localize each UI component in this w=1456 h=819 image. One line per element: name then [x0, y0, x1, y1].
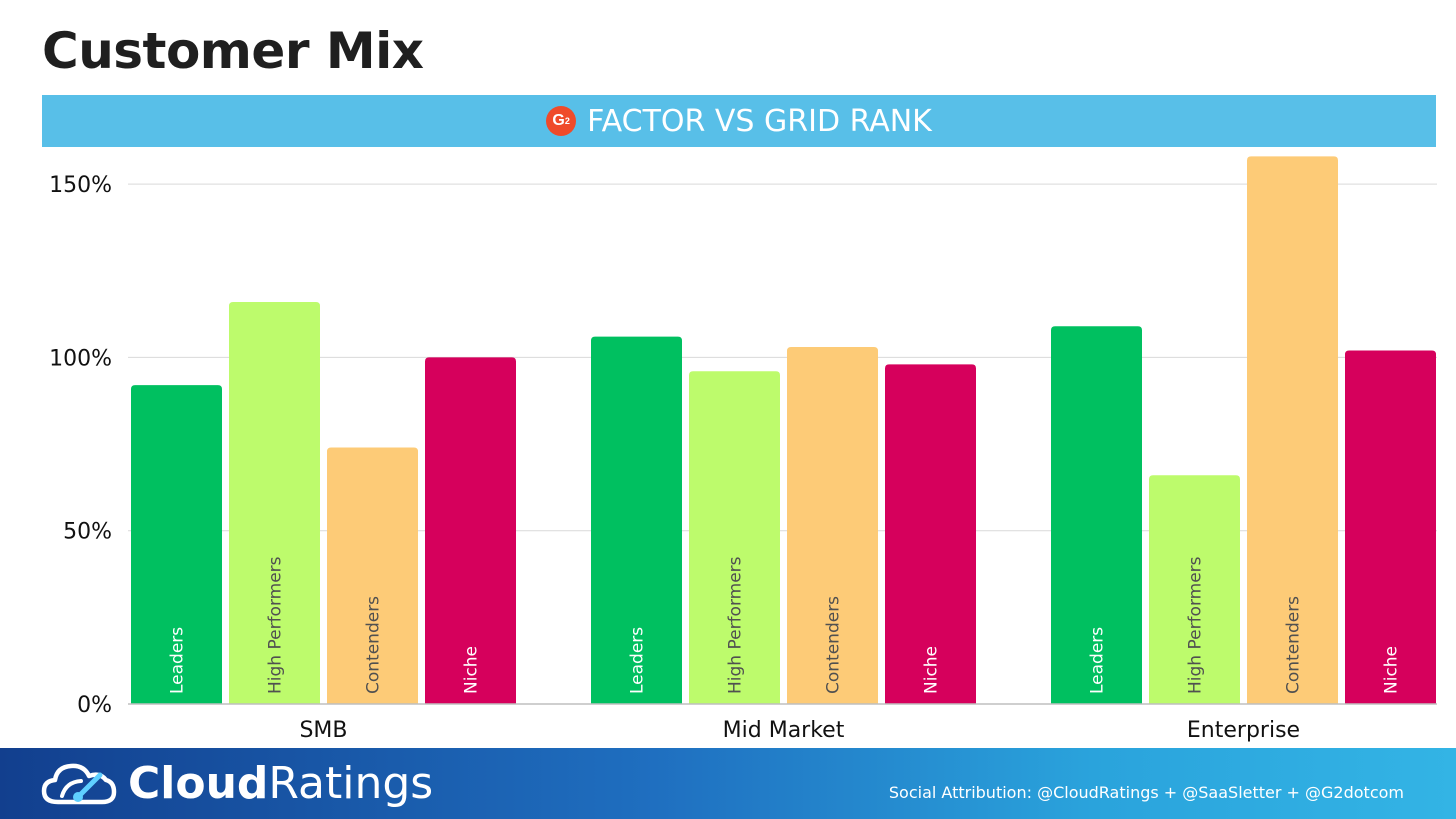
- bar: [689, 371, 780, 704]
- chart-title: FACTOR VS GRID RANK: [587, 103, 932, 139]
- footer-bar: CloudRatings Social Attribution: @CloudR…: [0, 748, 1456, 819]
- social-attribution: Social Attribution: @CloudRatings + @Saa…: [888, 783, 1404, 802]
- bar-series-label: Niche: [1382, 646, 1402, 694]
- bar-series-label: Niche: [462, 646, 482, 694]
- bar: [229, 301, 320, 704]
- bar: [1345, 350, 1436, 704]
- bar-series-label: High Performers: [726, 556, 746, 694]
- bar-series-label: Leaders: [628, 627, 648, 694]
- x-category-label: Mid Market: [723, 718, 845, 743]
- bar: [591, 336, 682, 704]
- bar: [1149, 475, 1240, 704]
- bar-series-label: Contenders: [1284, 596, 1304, 694]
- y-tick-label: 100%: [49, 346, 112, 371]
- x-category-label: SMB: [299, 718, 347, 743]
- page-title: Customer Mix: [42, 22, 424, 80]
- bar: [1051, 326, 1142, 704]
- brand-name: CloudRatings: [128, 758, 434, 809]
- bar: [787, 347, 878, 704]
- bar-series-label: Contenders: [824, 596, 844, 694]
- x-category-label: Enterprise: [1187, 718, 1300, 743]
- y-tick-label: 0%: [77, 693, 112, 718]
- bar-series-label: High Performers: [266, 556, 286, 694]
- bar-series-label: Contenders: [364, 596, 384, 694]
- bar-chart: 0% 50% 100% 150% Leaders High Performers Conte…: [49, 156, 1437, 743]
- bar: [425, 357, 516, 704]
- bar-series-label: Leaders: [168, 627, 188, 694]
- cloud-gauge-logo-icon: [41, 763, 117, 805]
- bar-series-label: High Performers: [1186, 556, 1206, 694]
- bar: [131, 385, 222, 704]
- y-tick-label: 50%: [63, 520, 112, 545]
- bar: [885, 364, 976, 704]
- bar-series-label: Niche: [922, 646, 942, 694]
- bar-series-label: Leaders: [1088, 627, 1108, 694]
- bar: [327, 447, 418, 704]
- y-tick-label: 150%: [49, 173, 112, 198]
- bar: [1247, 156, 1338, 704]
